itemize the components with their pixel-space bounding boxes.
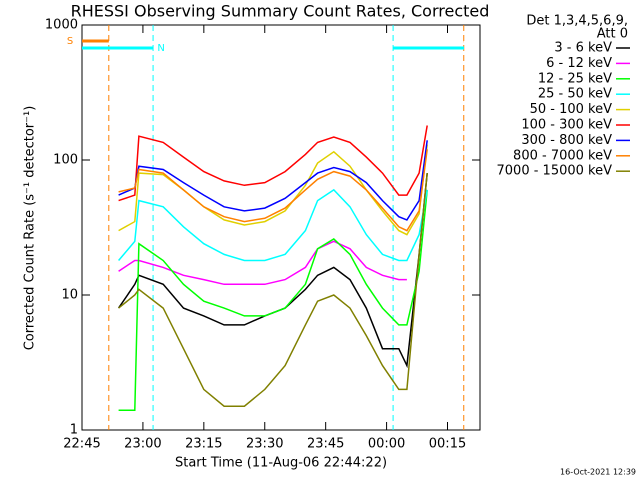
y-axis-label: Corrected Count Rate (s⁻¹ detector⁻¹) — [23, 106, 38, 351]
y-tick-label: 10 — [61, 288, 78, 303]
legend-label: 7000 - 15000 keV — [497, 164, 613, 179]
interval-label: S — [67, 36, 73, 47]
legend-title: Att 0 — [597, 27, 628, 42]
y-tick-label: 1000 — [45, 18, 78, 33]
series-line — [118, 240, 407, 286]
legend-label: 6 - 12 keV — [546, 56, 612, 71]
chart-title: RHESSI Observing Summary Count Rates, Co… — [71, 2, 490, 21]
x-axis-label: Start Time (11-Aug-06 22:44:22) — [175, 456, 387, 471]
legend-title: Det 1,3,4,5,6,9, — [526, 14, 628, 29]
x-tick-label: 00:00 — [368, 437, 405, 452]
legend-label: 12 - 25 keV — [538, 71, 612, 86]
series-line — [118, 173, 428, 407]
legend-label: 100 - 300 keV — [521, 118, 612, 133]
y-tick-label: 100 — [53, 153, 78, 168]
series-line — [118, 125, 428, 202]
x-tick-label: 23:15 — [185, 437, 222, 452]
legend-label: 300 - 800 keV — [521, 133, 612, 148]
legend-label: 800 - 7000 keV — [513, 148, 612, 163]
series-line — [118, 188, 428, 262]
interval-label: N — [157, 43, 164, 54]
series-line — [118, 149, 428, 232]
legend-label: 3 - 6 keV — [554, 41, 612, 56]
x-tick-label: 23:30 — [246, 437, 283, 452]
series-line — [118, 189, 428, 412]
x-tick-label: 23:00 — [124, 437, 161, 452]
footer: 16-Oct-2021 12:39 — [560, 468, 636, 477]
y-tick-label: 1 — [70, 423, 78, 438]
x-tick-label: 23:45 — [307, 437, 344, 452]
series-line — [117, 173, 428, 369]
x-tick-label: 22:45 — [63, 437, 100, 452]
series-line — [118, 144, 428, 236]
series-line — [118, 140, 428, 221]
x-tick-label: 00:15 — [429, 437, 466, 452]
plot-frame — [81, 24, 481, 431]
legend-label: 25 - 50 keV — [538, 87, 612, 102]
legend-label: 50 - 100 keV — [530, 102, 613, 117]
